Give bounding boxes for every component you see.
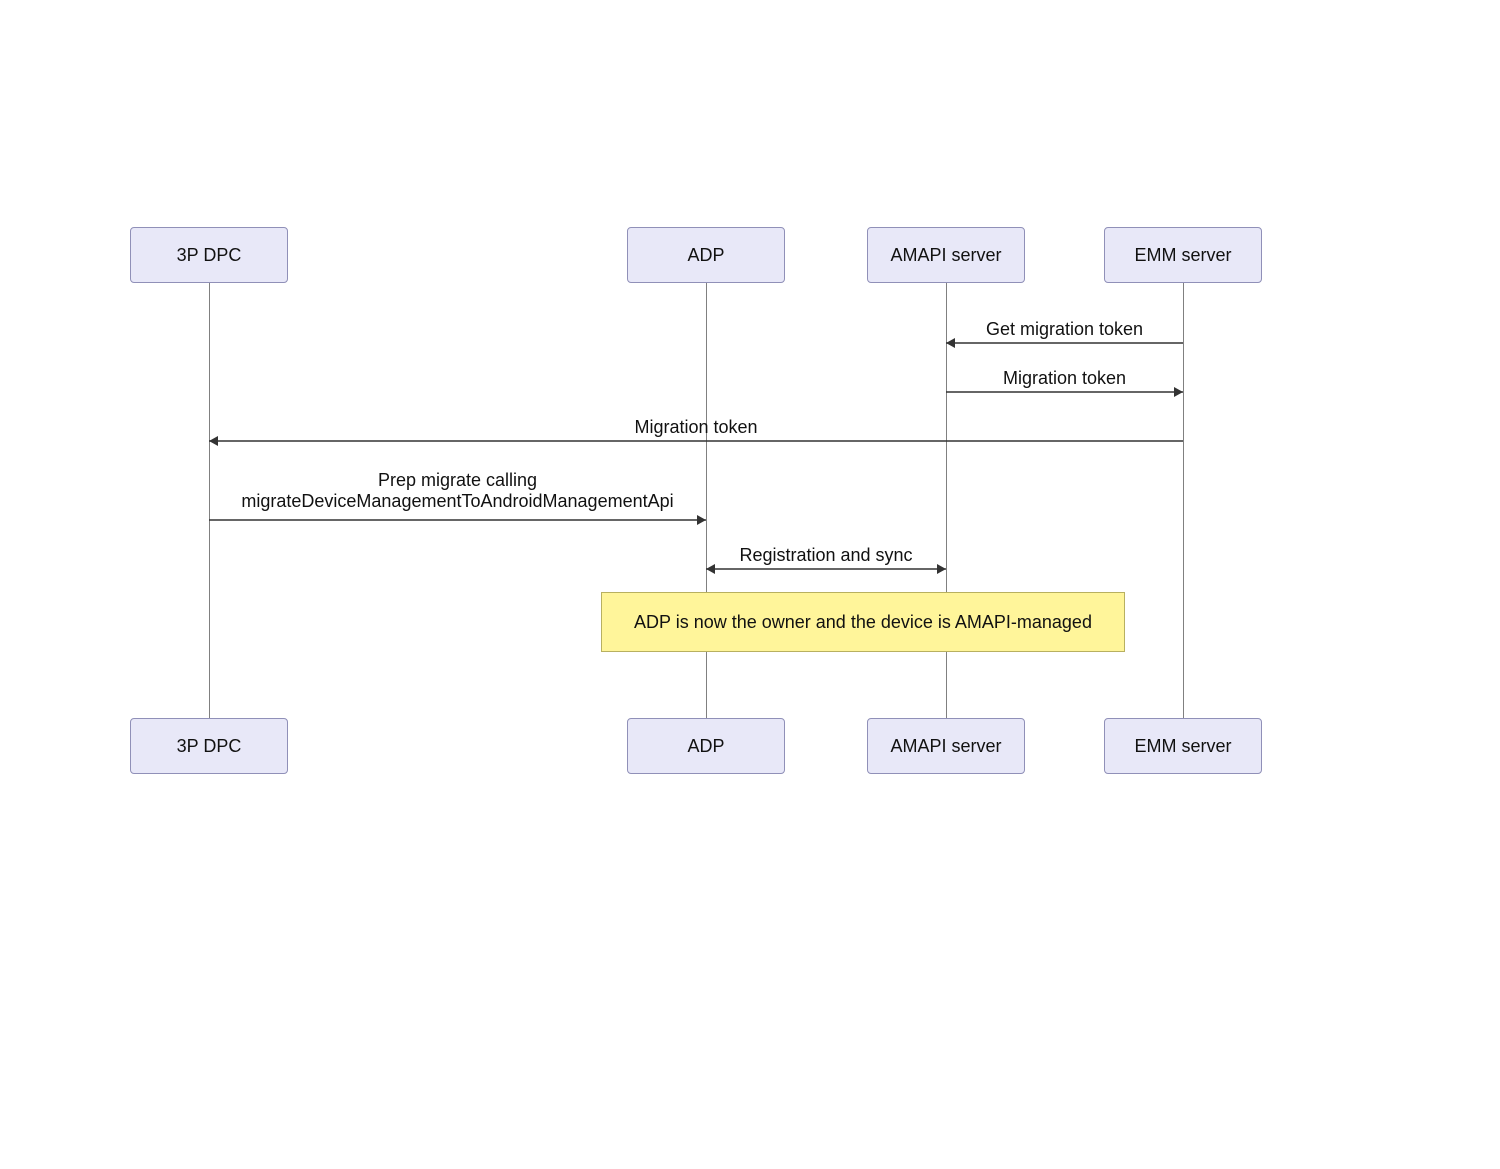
actor-amapi-top: AMAPI server xyxy=(867,227,1025,283)
lifeline-amapi xyxy=(946,283,947,718)
arrow-layer xyxy=(0,0,1500,1169)
message-label-m3: Migration token xyxy=(209,417,1183,438)
actor-emm-top: EMM server xyxy=(1104,227,1262,283)
message-label-m4: Prep migrate calling migrateDeviceManage… xyxy=(209,470,706,512)
actor-adp-top: ADP xyxy=(627,227,785,283)
lifeline-adp xyxy=(706,283,707,718)
lifeline-emm xyxy=(1183,283,1184,718)
actor-dpc-top: 3P DPC xyxy=(130,227,288,283)
actor-amapi-bottom: AMAPI server xyxy=(867,718,1025,774)
actor-dpc-bottom: 3P DPC xyxy=(130,718,288,774)
actor-adp-bottom: ADP xyxy=(627,718,785,774)
message-label-m1: Get migration token xyxy=(946,319,1183,340)
actor-emm-bottom: EMM server xyxy=(1104,718,1262,774)
note-n1: ADP is now the owner and the device is A… xyxy=(601,592,1125,652)
message-label-m5: Registration and sync xyxy=(706,545,946,566)
message-label-m2: Migration token xyxy=(946,368,1183,389)
